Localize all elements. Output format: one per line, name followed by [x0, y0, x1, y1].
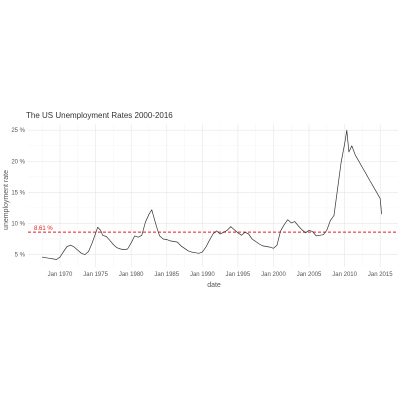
y-axis-label: unemployment rate [3, 170, 10, 230]
chart-title: The US Unemployment Rates 2000-2016 [26, 111, 173, 120]
y-tick-label: 20 % [11, 159, 25, 165]
y-tick-label: 5 % [15, 253, 26, 259]
series-line [42, 129, 382, 260]
x-tick-label: Jan 1970 [48, 272, 73, 278]
x-tick-label: Jan 1980 [119, 272, 144, 278]
y-tick-label: 10 % [11, 221, 25, 227]
y-tick-labels: 5 % 10 % 15 % 20 % 25 % [11, 128, 25, 258]
x-axis-label: date [207, 282, 221, 289]
x-tick-labels: Jan 1970 Jan 1975 Jan 1980 Jan 1985 Jan 1990… [48, 272, 394, 278]
x-tick-label: Jan 1975 [83, 272, 108, 278]
grid-layer [28, 124, 398, 267]
x-tick-label: Jan 2005 [297, 272, 322, 278]
x-tick-label: Jan 1985 [154, 272, 179, 278]
y-tick-label: 25 % [11, 128, 25, 134]
x-tick-label: Jan 1990 [190, 272, 215, 278]
y-tick-label: 15 % [11, 190, 25, 196]
reference-line-label: 8.61 % [34, 226, 53, 232]
x-tick-label: Jan 2010 [332, 272, 357, 278]
x-tick-label: Jan 2000 [261, 272, 286, 278]
x-tick-label: Jan 2015 [368, 272, 393, 278]
x-tick-label: Jan 1995 [226, 272, 251, 278]
